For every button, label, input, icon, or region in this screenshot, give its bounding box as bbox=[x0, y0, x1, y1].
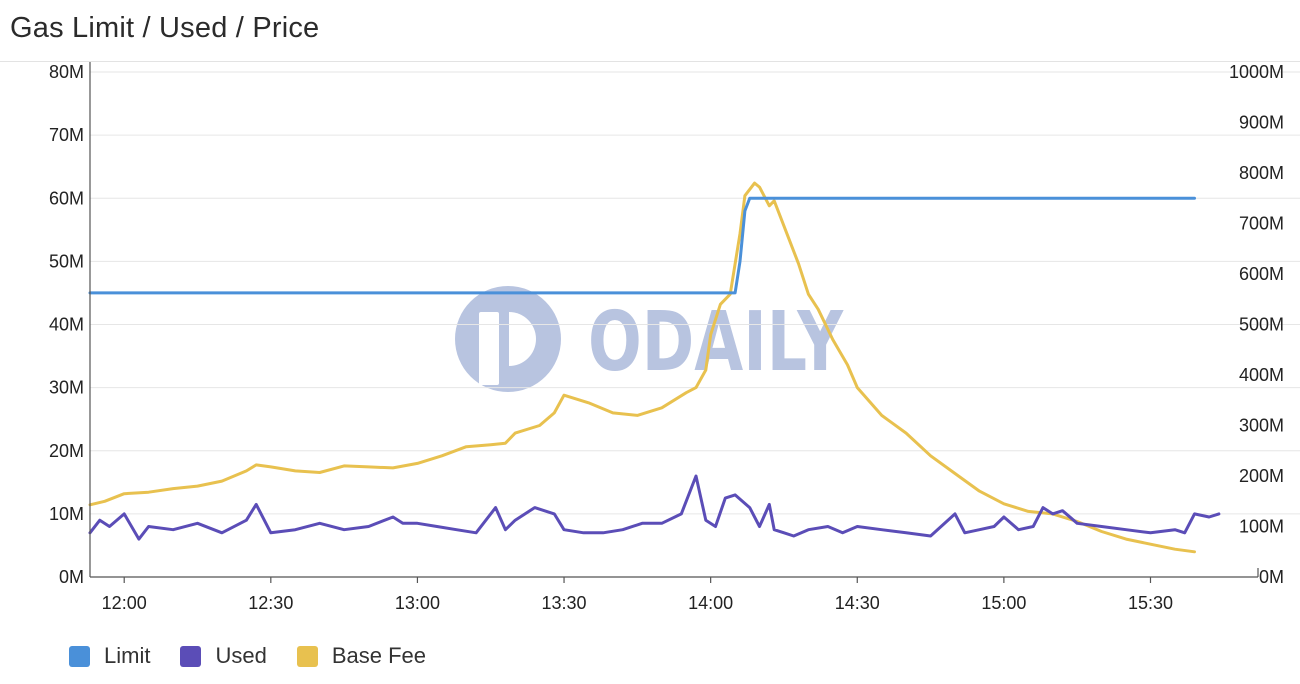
y-right-tick-label: 200M bbox=[1239, 466, 1284, 486]
x-tick-label: 12:00 bbox=[102, 593, 147, 613]
y-right-tick-label: 1000M bbox=[1229, 62, 1284, 82]
series-line-used bbox=[88, 474, 1221, 541]
x-tick-label: 14:30 bbox=[835, 593, 880, 613]
x-tick-label: 13:00 bbox=[395, 593, 440, 613]
legend-item-base-fee[interactable]: Base Fee bbox=[296, 643, 426, 669]
legend-swatch-used bbox=[180, 645, 202, 667]
legend-label-used: Used bbox=[215, 643, 267, 668]
series-lines bbox=[88, 181, 1221, 554]
axes: 0M 10M 20M 30M 40M 50M 60M 70M 80M 0M 100M 200M 300M… bbox=[49, 62, 1284, 613]
y-right-tick-label: 300M bbox=[1239, 416, 1284, 436]
x-tick-label: 15:00 bbox=[981, 593, 1026, 613]
x-tick-label: 14:00 bbox=[688, 593, 733, 613]
chart-title: Gas Limit / Used / Price bbox=[10, 12, 320, 44]
y-right-tick-label: 600M bbox=[1239, 264, 1284, 284]
legend: Limit Used Base Fee bbox=[69, 643, 456, 669]
chart-plot: ODAILY 0M 10M 20M 30M 40M 50M 60M 70M 80M 0M 100M 2… bbox=[49, 62, 1300, 613]
y-left-tick-label: 70M bbox=[49, 125, 84, 145]
legend-label-base-fee: Base Fee bbox=[331, 643, 426, 668]
legend-label-limit: Limit bbox=[104, 643, 151, 668]
x-tick-label: 13:30 bbox=[542, 593, 587, 613]
header-divider bbox=[0, 61, 1300, 62]
y-left-tick-label: 10M bbox=[49, 504, 84, 524]
y-right-tick-label: 400M bbox=[1239, 365, 1284, 385]
y-left-tick-label: 50M bbox=[49, 251, 84, 271]
y-left-tick-label: 80M bbox=[49, 62, 84, 82]
legend-item-used[interactable]: Used bbox=[180, 643, 267, 669]
x-tick-label: 12:30 bbox=[248, 593, 293, 613]
series-line-base-fee bbox=[88, 181, 1196, 554]
watermark-text: ODAILY bbox=[588, 295, 844, 390]
y-right-tick-label: 800M bbox=[1239, 163, 1284, 183]
y-left-tick-label: 0M bbox=[59, 567, 84, 587]
legend-swatch-limit bbox=[69, 645, 90, 667]
y-left-tick-label: 20M bbox=[49, 441, 84, 461]
y-left-tick-label: 30M bbox=[49, 378, 84, 398]
gridlines bbox=[90, 71, 1300, 515]
y-right-tick-label: 900M bbox=[1239, 113, 1284, 133]
watermark-logo: ODAILY bbox=[455, 286, 844, 392]
y-right-tick-label: 100M bbox=[1239, 517, 1284, 537]
y-right-tick-label: 700M bbox=[1239, 214, 1284, 234]
legend-item-limit[interactable]: Limit bbox=[69, 643, 150, 669]
series-line-limit bbox=[88, 196, 1196, 295]
x-tick-label: 15:30 bbox=[1128, 593, 1173, 613]
y-left-tick-label: 60M bbox=[49, 188, 84, 208]
legend-swatch-base-fee bbox=[296, 645, 318, 667]
y-left-tick-label: 40M bbox=[49, 315, 84, 335]
y-right-tick-label: 0M bbox=[1259, 567, 1284, 587]
y-right-tick-label: 500M bbox=[1239, 315, 1284, 335]
